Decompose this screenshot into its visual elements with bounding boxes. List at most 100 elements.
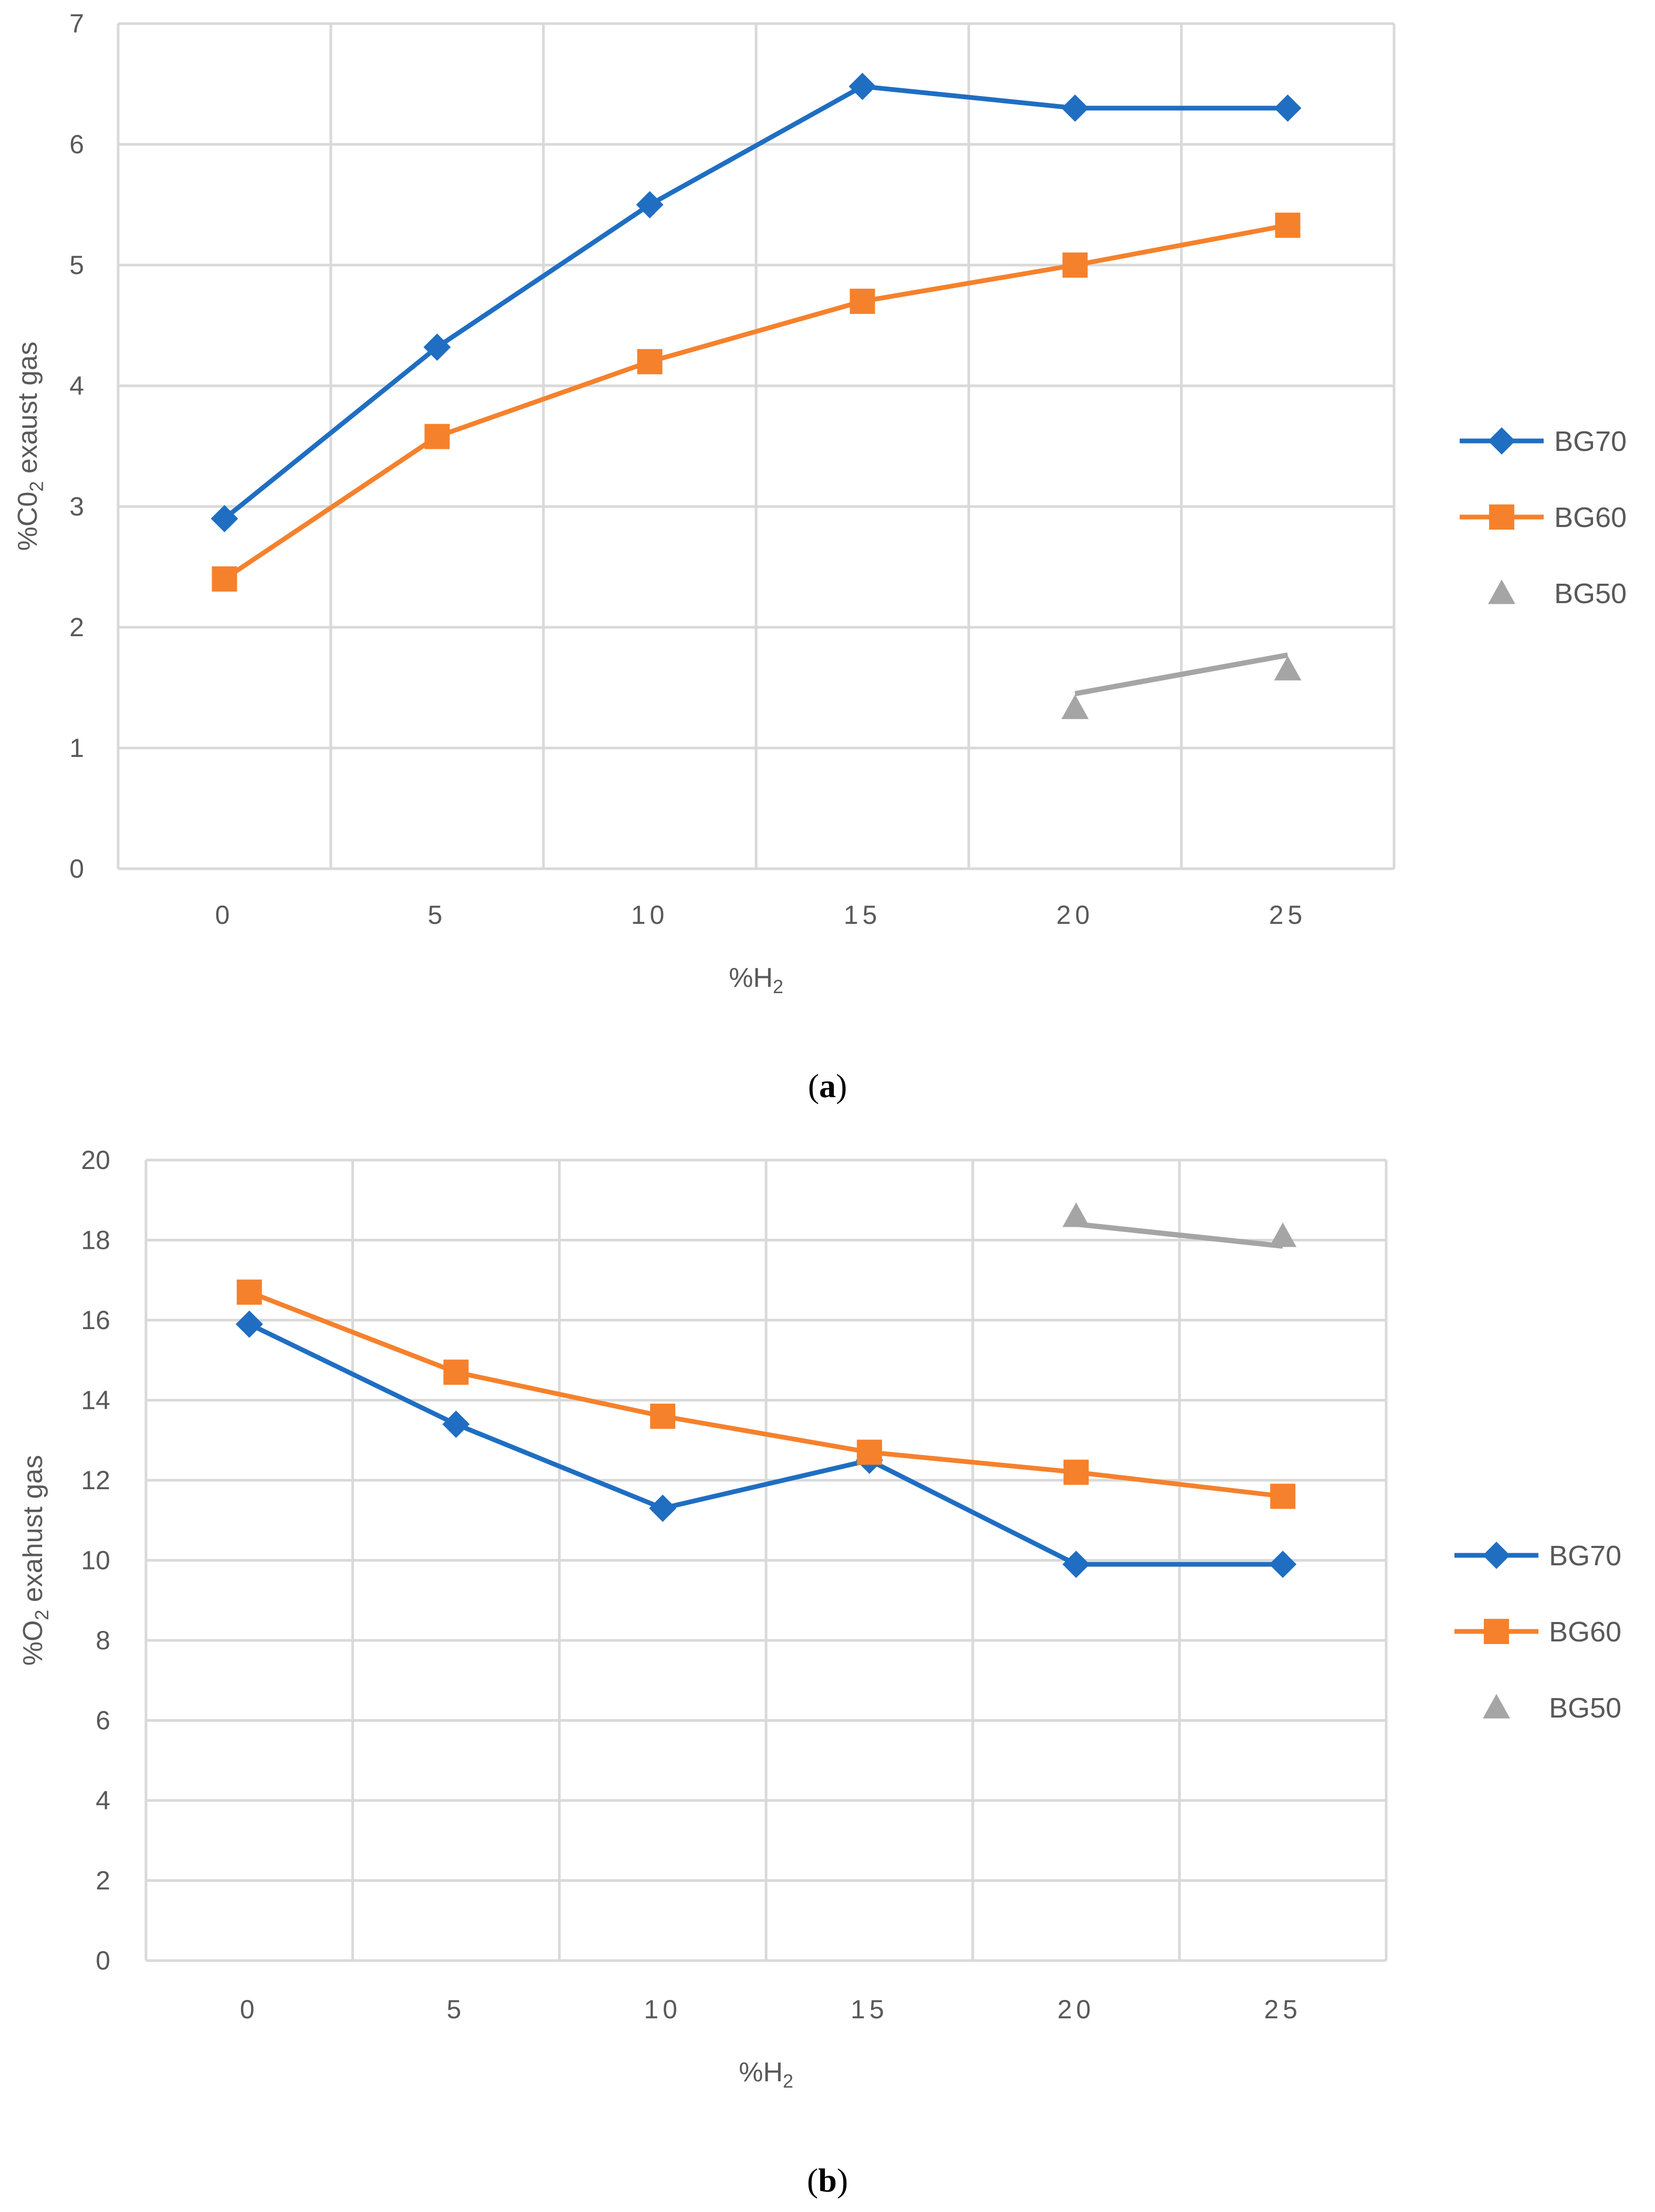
legend-marker [1488, 427, 1515, 455]
legend-label: BG60 [1549, 1616, 1621, 1648]
y-tick-label: 4 [69, 371, 84, 401]
y-tick-label: 7 [69, 9, 84, 38]
series-bg70 [211, 72, 1302, 532]
series-line-bg60 [223, 223, 1289, 581]
data-point-bg60 [1275, 213, 1301, 238]
x-tick-label: 15 [844, 900, 882, 930]
legend-label: BG50 [1554, 578, 1627, 609]
data-point-bg70 [1061, 94, 1089, 122]
legend-label: BG60 [1554, 502, 1627, 533]
data-point-bg60 [650, 1404, 676, 1429]
series-bg50 [1061, 652, 1302, 719]
y-tick-label: 6 [69, 130, 84, 159]
data-point-bg70 [636, 191, 664, 218]
gridlines [144, 1158, 1388, 1962]
y-tick-label: 12 [81, 1466, 110, 1495]
x-tick-label: 0 [215, 900, 234, 930]
legend-label: BG50 [1549, 1692, 1621, 1724]
data-point-bg70 [235, 1310, 263, 1338]
trendline-bg50 [1074, 652, 1289, 697]
data-point-bg50 [1061, 694, 1089, 719]
trendline-bg50 [1075, 1221, 1283, 1249]
y-axis-title: %O2 exahust gas [18, 1455, 53, 1666]
data-point-bg70 [1274, 94, 1302, 122]
x-tick-label: 25 [1264, 1995, 1302, 2024]
y-tick-label: 10 [81, 1546, 110, 1575]
x-tick-label: 10 [644, 1995, 682, 2024]
data-point-bg60 [236, 1279, 262, 1305]
data-point-bg50 [1269, 1222, 1297, 1247]
legend: BG70 BG60 BG50 [1460, 426, 1627, 609]
y-tick-label: 0 [96, 1946, 110, 1975]
legend-item-bg60: BG60 [1454, 1616, 1621, 1648]
data-point-bg50 [1274, 656, 1302, 681]
legend-item-bg60: BG60 [1460, 502, 1627, 533]
data-point-bg70 [849, 72, 876, 100]
x-tick-label: 20 [1057, 1995, 1095, 2024]
data-point-bg70 [1269, 1551, 1297, 1578]
y-tick-label: 0 [69, 854, 84, 883]
data-point-bg60 [637, 349, 663, 374]
y-tick-label: 14 [81, 1386, 110, 1415]
data-point-bg70 [1062, 1551, 1090, 1578]
x-tick-label: 15 [851, 1995, 888, 2024]
legend-item-bg50: BG50 [1483, 1692, 1621, 1724]
data-point-bg60 [1270, 1483, 1296, 1509]
data-point-bg60 [850, 289, 875, 314]
series-line-bg70 [223, 84, 1288, 521]
legend-marker [1483, 1542, 1510, 1569]
legend-item-bg50: BG50 [1488, 578, 1627, 609]
data-point-bg60 [1062, 252, 1088, 278]
x-tick-label: 25 [1269, 900, 1307, 930]
data-point-bg70 [423, 333, 451, 361]
y-tick-label: 3 [69, 492, 84, 521]
legend-item-bg70: BG70 [1460, 426, 1627, 457]
series-line-bg60 [248, 1290, 1283, 1499]
x-tick-label: 0 [240, 1995, 259, 2024]
y-tick-label: 1 [69, 733, 84, 763]
y-tick-label: 4 [96, 1786, 110, 1815]
y-tick-label: 18 [81, 1226, 110, 1255]
legend-item-bg70: BG70 [1454, 1540, 1621, 1572]
data-point-bg60 [856, 1439, 882, 1465]
x-tick-label: 5 [428, 900, 447, 930]
legend-marker [1483, 1694, 1510, 1719]
legend-marker [1488, 580, 1515, 604]
x-tick-label: 20 [1056, 900, 1094, 930]
series-bg50 [1062, 1202, 1297, 1249]
data-point-bg70 [442, 1410, 470, 1438]
legend-marker [1484, 1619, 1509, 1644]
y-tick-label: 5 [69, 250, 84, 280]
data-point-bg60 [424, 424, 450, 449]
series-line-bg70 [248, 1322, 1283, 1567]
legend-label: BG70 [1549, 1540, 1621, 1572]
legend-label: BG70 [1554, 426, 1627, 457]
legend: BG70 BG60 BG50 [1454, 1540, 1621, 1724]
data-point-bg60 [1063, 1459, 1089, 1485]
y-tick-label: 16 [81, 1305, 110, 1335]
data-point-bg60 [212, 566, 237, 592]
series-bg60 [236, 1279, 1296, 1509]
panel-caption: (b) [807, 2162, 848, 2199]
gridlines [117, 22, 1396, 870]
y-tick-label: 2 [69, 613, 84, 642]
panel-caption: (a) [808, 1067, 847, 1104]
data-point-bg70 [649, 1494, 677, 1522]
series-bg60 [212, 213, 1301, 592]
y-axis-title: %C02 exaust gas [13, 342, 47, 551]
chart-panel-b: 0 2 4 6 8 10 12 14 16 18 20 0 5 10 15 20 25 %H2 %O2 exahus… [18, 1145, 1621, 2199]
x-tick-label: 10 [631, 900, 669, 930]
chart-panel-a: 0 1 2 3 4 5 6 7 0 5 10 15 20 25 %H2 %C02 exaust gas BG70… [13, 9, 1627, 1104]
x-axis-title: %H2 [729, 963, 783, 997]
y-tick-label: 6 [96, 1706, 110, 1735]
data-point-bg60 [443, 1360, 469, 1385]
y-tick-label: 2 [96, 1866, 110, 1895]
legend-marker [1489, 504, 1514, 530]
y-tick-label: 8 [96, 1626, 110, 1655]
data-point-bg50 [1062, 1202, 1090, 1227]
x-tick-label: 5 [447, 1995, 466, 2024]
y-tick-label: 20 [81, 1145, 110, 1175]
x-axis-title: %H2 [739, 2057, 793, 2092]
data-point-bg70 [211, 505, 238, 532]
